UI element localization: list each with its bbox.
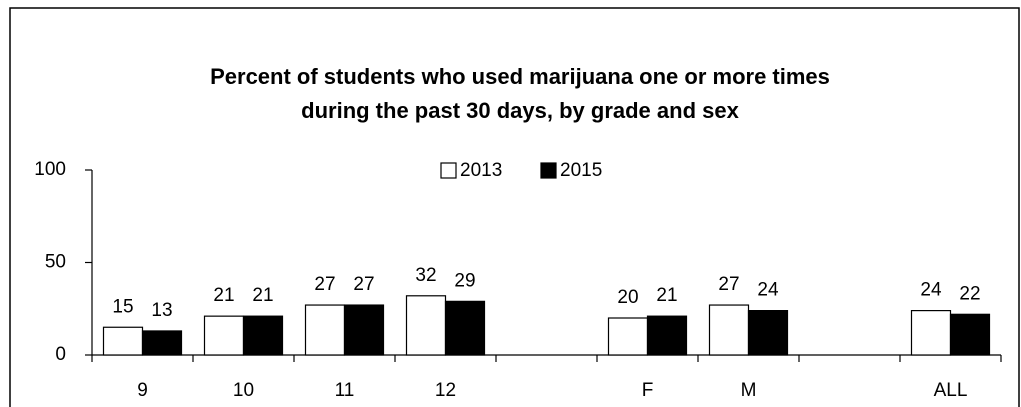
value-label: 29 (454, 270, 475, 291)
bar (242, 315, 284, 356)
x-tick-label: M (741, 380, 757, 401)
y-tick-label: 100 (34, 159, 66, 180)
bar (910, 310, 952, 356)
frame (9, 7, 1020, 407)
x-tick-label: ALL (934, 380, 968, 401)
x-tick-label: 11 (335, 380, 355, 401)
bar (405, 295, 447, 356)
bar (949, 313, 991, 356)
bar (646, 315, 688, 356)
bar (708, 304, 750, 356)
value-label: 13 (151, 300, 172, 321)
value-label: 24 (920, 280, 942, 301)
bar (444, 300, 486, 356)
value-label: 21 (213, 285, 234, 306)
x-tick-label: F (642, 380, 654, 401)
bar (343, 304, 385, 356)
value-label: 27 (314, 274, 335, 295)
chart-title: during the past 30 days, by grade and se… (301, 98, 739, 123)
bar (304, 304, 346, 356)
legend-label: 2013 (460, 160, 502, 181)
bar (102, 326, 144, 356)
value-label: 15 (112, 296, 133, 317)
x-tick-label: 12 (435, 380, 456, 401)
value-label: 24 (757, 280, 779, 301)
value-label: 32 (415, 265, 436, 286)
value-label: 27 (353, 274, 374, 295)
value-label: 21 (252, 285, 273, 306)
legend-swatch (440, 162, 457, 179)
value-label: 21 (656, 285, 677, 306)
bar (203, 315, 245, 356)
value-label: 22 (959, 283, 980, 304)
value-label: 27 (718, 274, 739, 295)
value-label: 20 (617, 287, 638, 308)
x-tick-label: 9 (137, 380, 148, 401)
legend-swatch (540, 162, 557, 179)
y-tick-label: 50 (45, 252, 66, 273)
bar (607, 317, 649, 356)
chart-title: Percent of students who used marijuana o… (210, 64, 830, 89)
legend-label: 2015 (560, 160, 602, 181)
bar (141, 330, 183, 356)
y-tick-label: 0 (55, 344, 66, 365)
bar (747, 310, 789, 356)
x-tick-label: 10 (233, 380, 254, 401)
